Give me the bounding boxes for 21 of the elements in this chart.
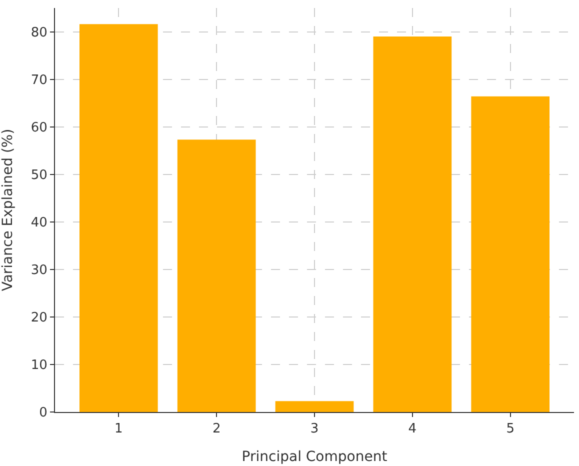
bar xyxy=(275,401,354,412)
y-tick-label: 0 xyxy=(39,406,48,421)
y-tick-label: 10 xyxy=(30,358,48,374)
y-tick-label: 70 xyxy=(30,72,48,88)
y-tick-label: 30 xyxy=(30,262,48,278)
bar xyxy=(373,36,452,412)
bar xyxy=(471,96,550,412)
y-tick-label: 40 xyxy=(30,215,48,230)
y-tick-label: 80 xyxy=(30,25,48,40)
bar xyxy=(177,140,256,412)
x-tick-label: 2 xyxy=(212,422,221,437)
x-tick-label: 5 xyxy=(506,422,514,437)
y-tick-label: 20 xyxy=(30,310,48,326)
bar xyxy=(79,24,158,412)
y-axis-title: Variance Explained (%) xyxy=(0,128,16,292)
x-tick-label: 3 xyxy=(310,422,319,437)
x-tick-label: 4 xyxy=(408,422,417,437)
y-tick-label: 60 xyxy=(30,120,48,136)
x-tick-label: 1 xyxy=(114,422,123,437)
y-tick-label: 50 xyxy=(30,168,48,183)
x-axis-title: Principal Component xyxy=(242,448,388,465)
